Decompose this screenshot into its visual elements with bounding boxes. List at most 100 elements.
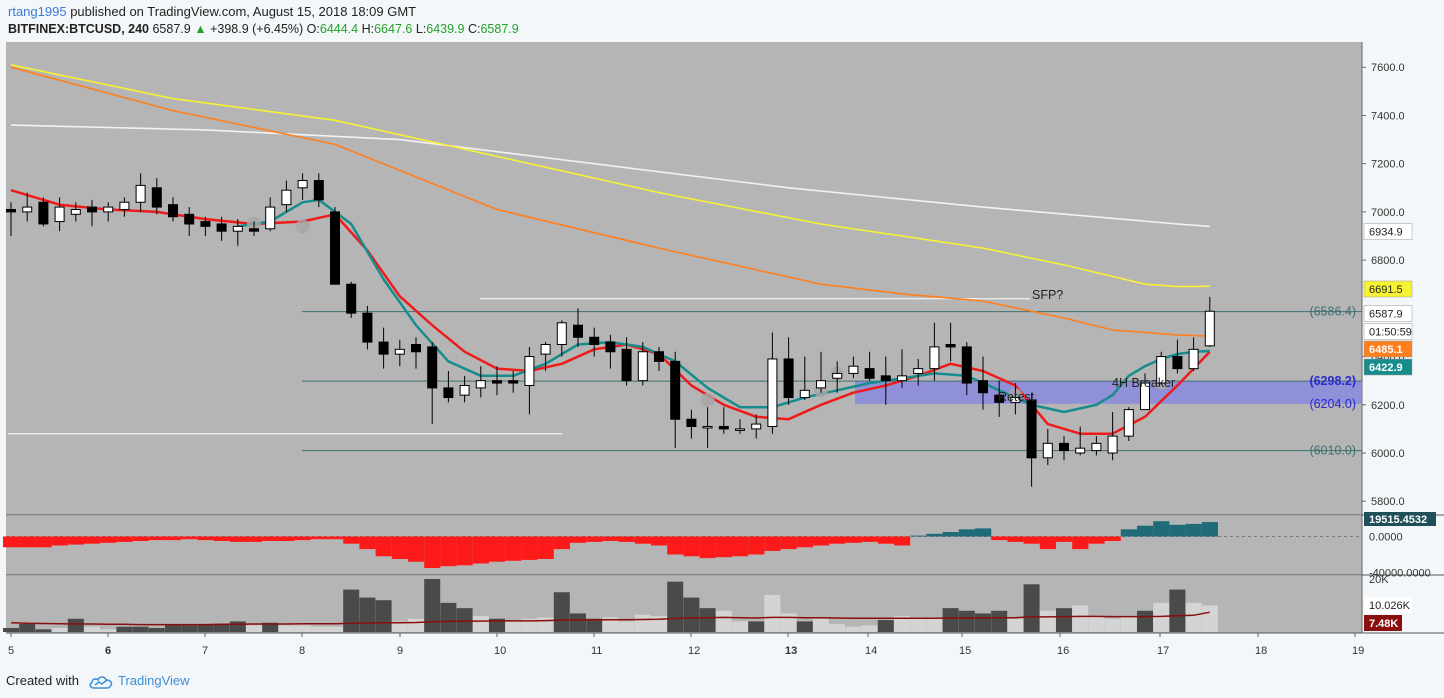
candle bbox=[994, 394, 1005, 403]
candle bbox=[1075, 447, 1086, 454]
vol-ma-value: 7.48K bbox=[1369, 618, 1398, 630]
price-label-box bbox=[1363, 340, 1413, 358]
candle bbox=[54, 206, 65, 223]
oscillator-bar bbox=[343, 536, 360, 544]
oscillator-bar bbox=[116, 536, 133, 542]
candle bbox=[411, 344, 421, 353]
volume-bar bbox=[505, 621, 522, 632]
candle bbox=[637, 351, 648, 382]
tradingview-brand[interactable]: TradingView bbox=[118, 673, 190, 688]
volume-bar bbox=[748, 621, 765, 632]
open-value: 6444.4 bbox=[319, 22, 359, 36]
volume-bar bbox=[391, 621, 408, 632]
oscillator-bar bbox=[1056, 536, 1073, 542]
volume-bar bbox=[489, 618, 505, 632]
candle bbox=[346, 283, 357, 314]
author-name[interactable]: rtang1995 bbox=[8, 4, 67, 19]
volume-bar bbox=[1007, 618, 1024, 632]
oscillator-bar bbox=[570, 536, 587, 543]
oscillator-bar bbox=[1137, 525, 1154, 537]
volume-bar bbox=[51, 628, 68, 632]
oscillator-bar bbox=[359, 536, 376, 550]
oscillator-bar bbox=[408, 536, 425, 562]
price-label: 6485.1 bbox=[1369, 344, 1403, 356]
oscillator-bar bbox=[667, 536, 684, 555]
volume-bar bbox=[586, 618, 603, 632]
volume-bar bbox=[19, 624, 36, 632]
volume-bar bbox=[375, 600, 392, 632]
level-label: (6586.4) bbox=[1309, 305, 1356, 319]
oscillator-bar bbox=[764, 536, 781, 551]
oscillator-bar bbox=[489, 536, 506, 562]
candle bbox=[200, 221, 211, 227]
candle bbox=[864, 368, 875, 379]
candle bbox=[1140, 382, 1150, 411]
y-tick-label: 5800.0 bbox=[1371, 496, 1405, 508]
volume-bar bbox=[165, 624, 181, 632]
volume-bar bbox=[958, 610, 975, 632]
candle bbox=[783, 358, 794, 399]
oscillator-bar bbox=[651, 536, 668, 546]
retest-annotation: Retest bbox=[998, 390, 1035, 404]
volume-bar bbox=[84, 626, 100, 632]
candle bbox=[70, 208, 81, 215]
oscillator-bar bbox=[278, 536, 295, 541]
vol-max-label: 20K bbox=[1369, 574, 1389, 586]
y-tick-label: 6200.0 bbox=[1371, 400, 1405, 412]
oscillator-bar bbox=[1153, 521, 1170, 537]
vol-value-label: 10.026K bbox=[1369, 600, 1411, 612]
candle bbox=[1188, 348, 1199, 370]
candle bbox=[151, 187, 162, 208]
candle bbox=[540, 344, 551, 355]
sfp-annotation: SFP? bbox=[1032, 288, 1063, 302]
x-tick-label: 6 bbox=[105, 645, 111, 657]
symbol-info-line: BITFINEX:BTCUSD, 240 6587.9 ▲ +398.9 (+6… bbox=[8, 22, 519, 36]
candle bbox=[718, 425, 729, 430]
candle bbox=[913, 368, 924, 374]
candle bbox=[848, 365, 859, 374]
y-tick-label: 6000.0 bbox=[1371, 448, 1405, 460]
sma_yellow-line bbox=[10, 64, 1210, 288]
tradingview-cloud-icon bbox=[89, 675, 112, 689]
candle bbox=[1026, 399, 1037, 459]
price-label-box bbox=[1363, 280, 1413, 298]
candle bbox=[605, 341, 616, 353]
candle bbox=[1010, 397, 1021, 403]
price-label: 6587.9 bbox=[1369, 309, 1403, 321]
osc-current-value: 19515.4532 bbox=[1369, 514, 1427, 526]
oscillator-bar bbox=[100, 536, 117, 543]
candle bbox=[589, 336, 600, 346]
volume-bar bbox=[991, 610, 1008, 632]
volume-bar bbox=[634, 614, 651, 632]
volume-bar bbox=[845, 626, 862, 632]
x-tick-label: 14 bbox=[865, 645, 877, 657]
volume-bar bbox=[1088, 616, 1105, 632]
oscillator-bar bbox=[132, 536, 149, 541]
candle bbox=[897, 375, 907, 382]
volume-bar bbox=[975, 613, 991, 632]
candle bbox=[378, 341, 389, 355]
volume-bar bbox=[100, 629, 117, 632]
candle bbox=[799, 389, 810, 399]
oscillator-bar bbox=[553, 536, 570, 550]
breaker-zone bbox=[855, 381, 1362, 404]
volume-bar bbox=[602, 617, 619, 632]
candle bbox=[880, 375, 891, 382]
volume-bar bbox=[472, 616, 489, 632]
oscillator-bar bbox=[958, 529, 975, 537]
candle bbox=[87, 206, 97, 213]
oscillator-bar bbox=[19, 536, 36, 548]
low-value: 6439.9 bbox=[426, 22, 465, 36]
candle bbox=[427, 346, 438, 389]
candle bbox=[767, 358, 778, 427]
oscillator-bar bbox=[262, 536, 279, 541]
cross-marker bbox=[295, 219, 310, 234]
volume-bar bbox=[699, 608, 716, 632]
volume-bar bbox=[359, 597, 376, 632]
oscillator-bar bbox=[602, 536, 619, 541]
candle bbox=[1156, 356, 1167, 384]
cross-marker bbox=[700, 392, 715, 407]
oscillator-bar bbox=[310, 536, 327, 540]
last-price: 6587.9 bbox=[152, 22, 191, 36]
